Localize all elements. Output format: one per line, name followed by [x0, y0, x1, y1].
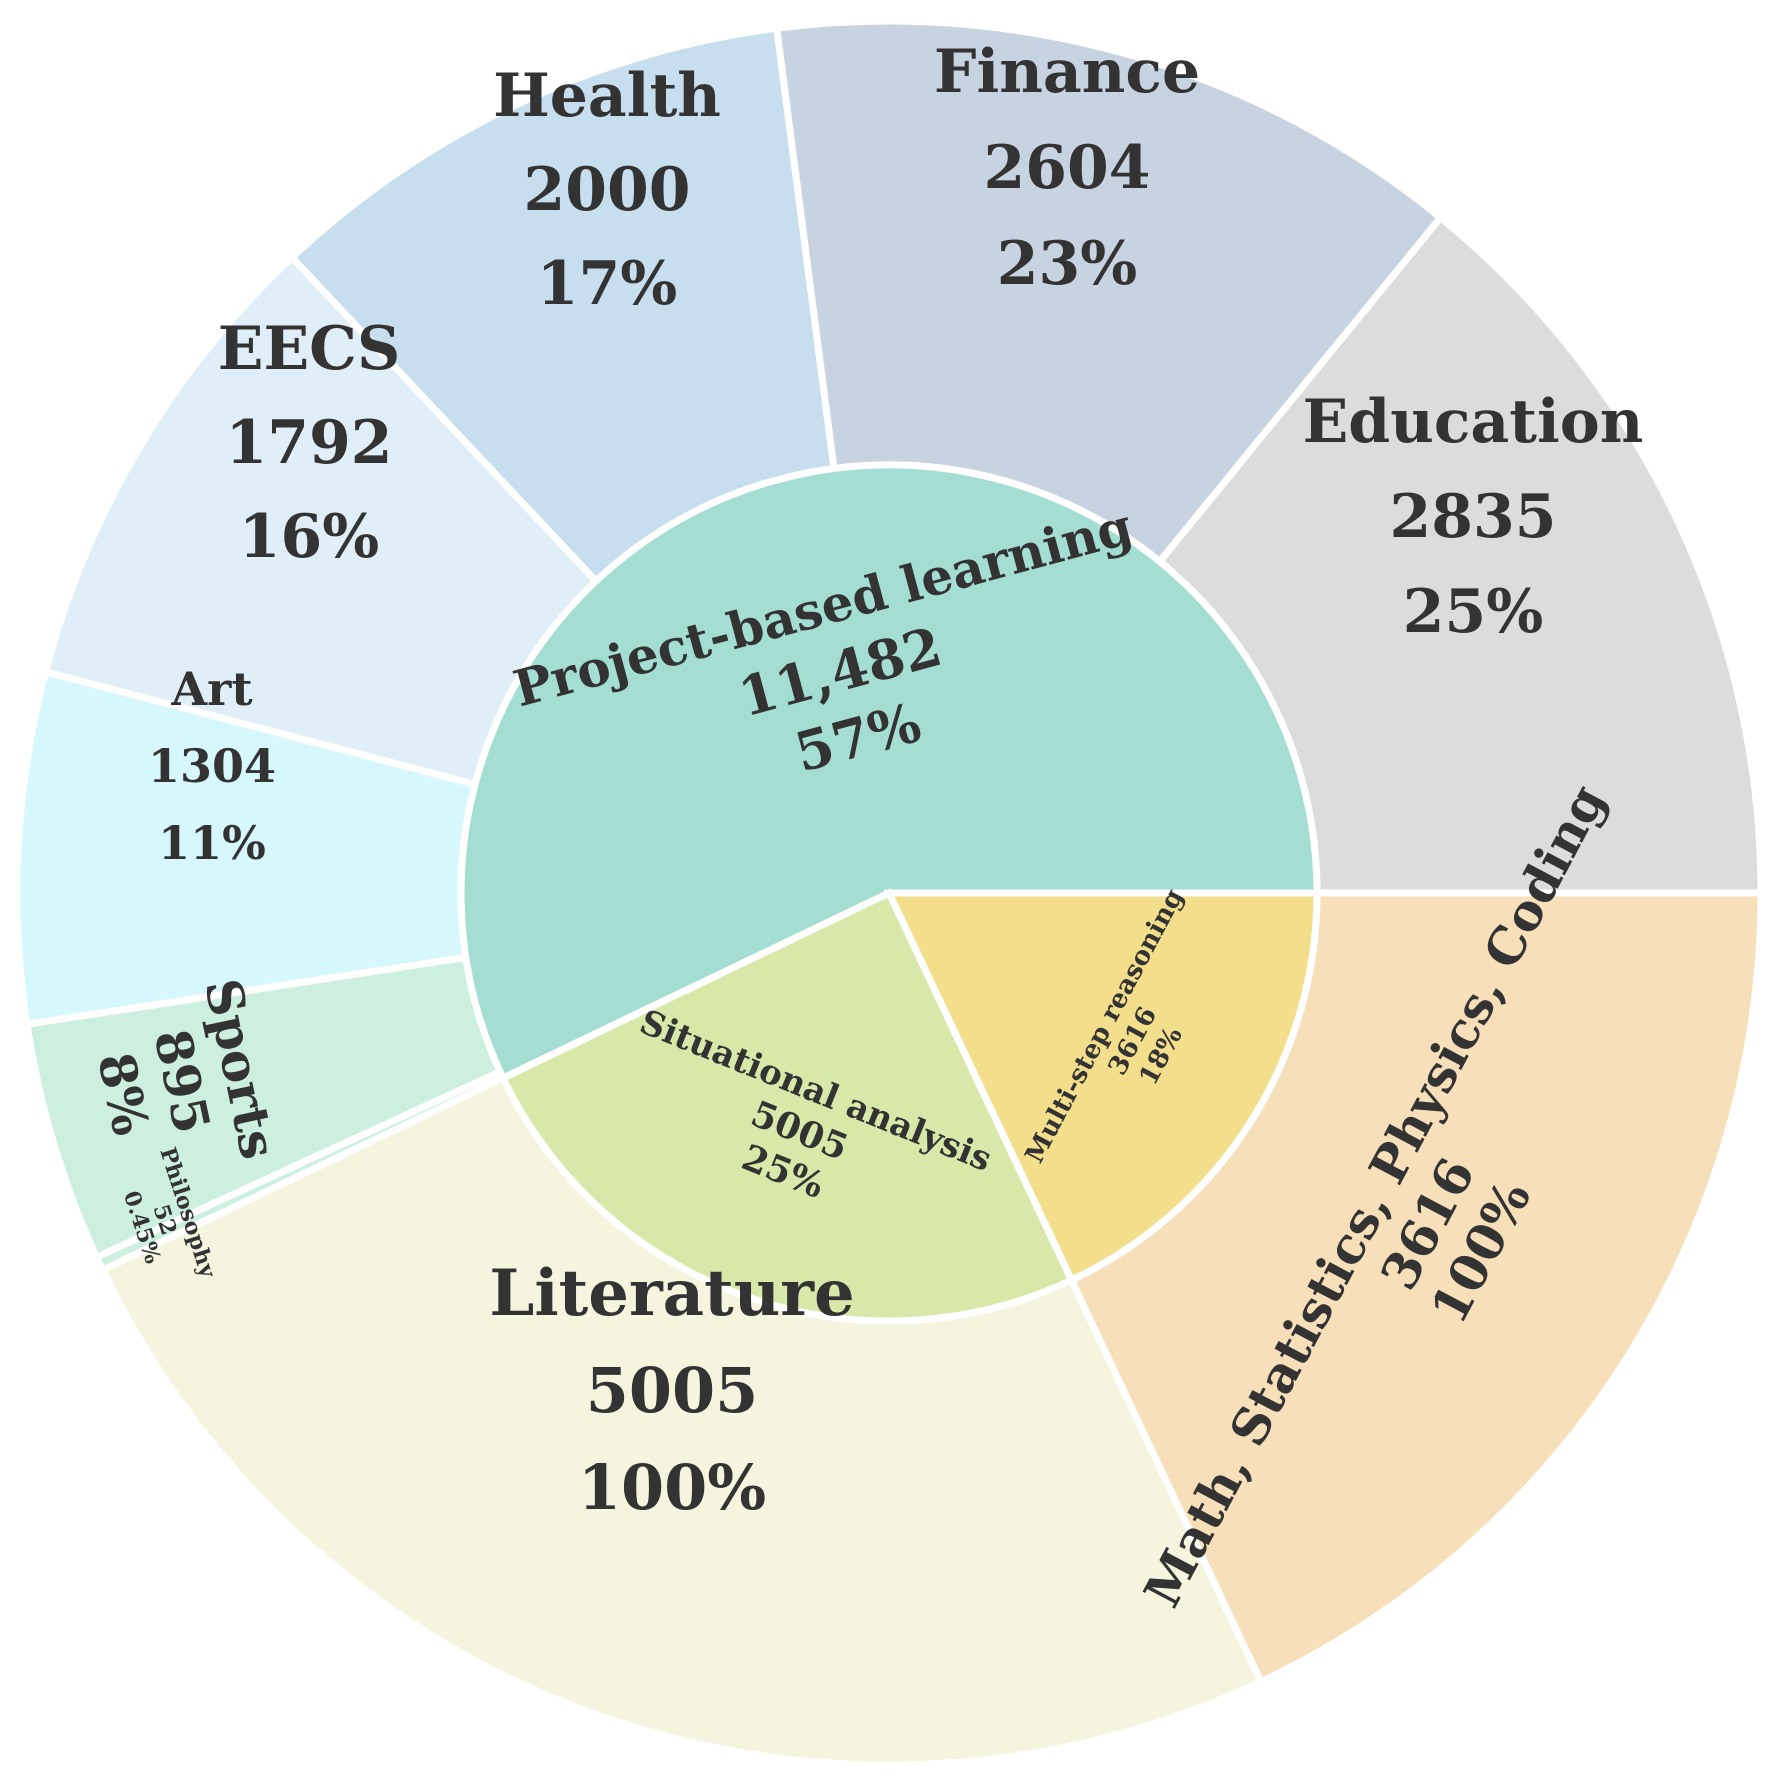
- eecs-count-label: 1792: [226, 408, 393, 478]
- health-name-label: Health: [493, 61, 721, 131]
- finance-name-label: Finance: [934, 37, 1200, 107]
- label-art: Art 1304 11%: [148, 662, 276, 870]
- finance-percent-label: 23%: [997, 229, 1138, 299]
- literature-count-label: 5005: [586, 1354, 759, 1427]
- finance-count-label: 2604: [984, 133, 1151, 203]
- eecs-name-label: EECS: [218, 314, 401, 384]
- label-eecs: EECS 1792 16%: [218, 314, 401, 572]
- health-count-label: 2000: [524, 155, 691, 225]
- literature-name-label: Literature: [489, 1256, 854, 1331]
- inner-slice-project-based-learning: [457, 461, 1321, 1083]
- label-literature: Literature 5005 100%: [489, 1256, 854, 1524]
- inner-slice-multi-step-reasoning: [883, 889, 1321, 1285]
- label-education: Education 2835 25%: [1303, 387, 1644, 647]
- literature-percent-label: 100%: [578, 1451, 766, 1524]
- eecs-percent-label: 16%: [239, 502, 380, 572]
- label-finance: Finance 2604 23%: [934, 37, 1200, 299]
- outer-ring: [13, 17, 1765, 1769]
- art-count-label: 1304: [148, 739, 276, 793]
- education-name-label: Education: [1303, 387, 1644, 457]
- education-percent-label: 25%: [1403, 577, 1544, 647]
- health-percent-label: 17%: [537, 249, 678, 319]
- art-percent-label: 11%: [158, 816, 266, 870]
- inner-ring: [457, 461, 1321, 1325]
- art-name-label: Art: [170, 662, 253, 716]
- label-health: Health 2000 17%: [493, 61, 721, 319]
- inner-slice-situational-analysis: [498, 888, 1077, 1325]
- education-count-label: 2835: [1390, 482, 1557, 552]
